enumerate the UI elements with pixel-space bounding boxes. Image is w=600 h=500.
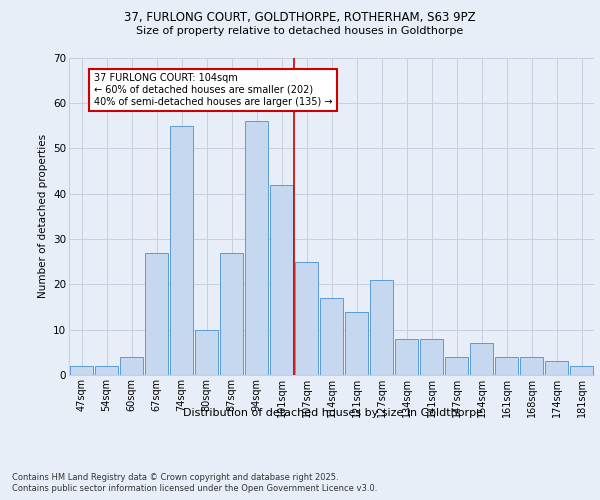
Text: 37 FURLONG COURT: 104sqm
← 60% of detached houses are smaller (202)
40% of semi-: 37 FURLONG COURT: 104sqm ← 60% of detach… <box>94 74 332 106</box>
Bar <box>445 357 468 375</box>
Bar <box>70 366 93 375</box>
Bar <box>395 338 418 375</box>
Bar <box>195 330 218 375</box>
Bar <box>470 343 493 375</box>
Bar <box>120 357 143 375</box>
Bar <box>545 362 568 375</box>
Bar <box>570 366 593 375</box>
Bar <box>270 184 293 375</box>
Bar <box>245 121 268 375</box>
Bar <box>370 280 393 375</box>
Bar <box>95 366 118 375</box>
Bar <box>320 298 343 375</box>
Bar <box>520 357 543 375</box>
Bar <box>145 252 168 375</box>
Bar <box>295 262 318 375</box>
Y-axis label: Number of detached properties: Number of detached properties <box>38 134 47 298</box>
Bar <box>345 312 368 375</box>
Text: 37, FURLONG COURT, GOLDTHORPE, ROTHERHAM, S63 9PZ: 37, FURLONG COURT, GOLDTHORPE, ROTHERHAM… <box>124 11 476 24</box>
Bar <box>170 126 193 375</box>
Bar <box>220 252 243 375</box>
Bar <box>495 357 518 375</box>
Text: Contains public sector information licensed under the Open Government Licence v3: Contains public sector information licen… <box>12 484 377 493</box>
Bar <box>420 338 443 375</box>
Text: Contains HM Land Registry data © Crown copyright and database right 2025.: Contains HM Land Registry data © Crown c… <box>12 472 338 482</box>
Text: Distribution of detached houses by size in Goldthorpe: Distribution of detached houses by size … <box>183 408 483 418</box>
Text: Size of property relative to detached houses in Goldthorpe: Size of property relative to detached ho… <box>136 26 464 36</box>
